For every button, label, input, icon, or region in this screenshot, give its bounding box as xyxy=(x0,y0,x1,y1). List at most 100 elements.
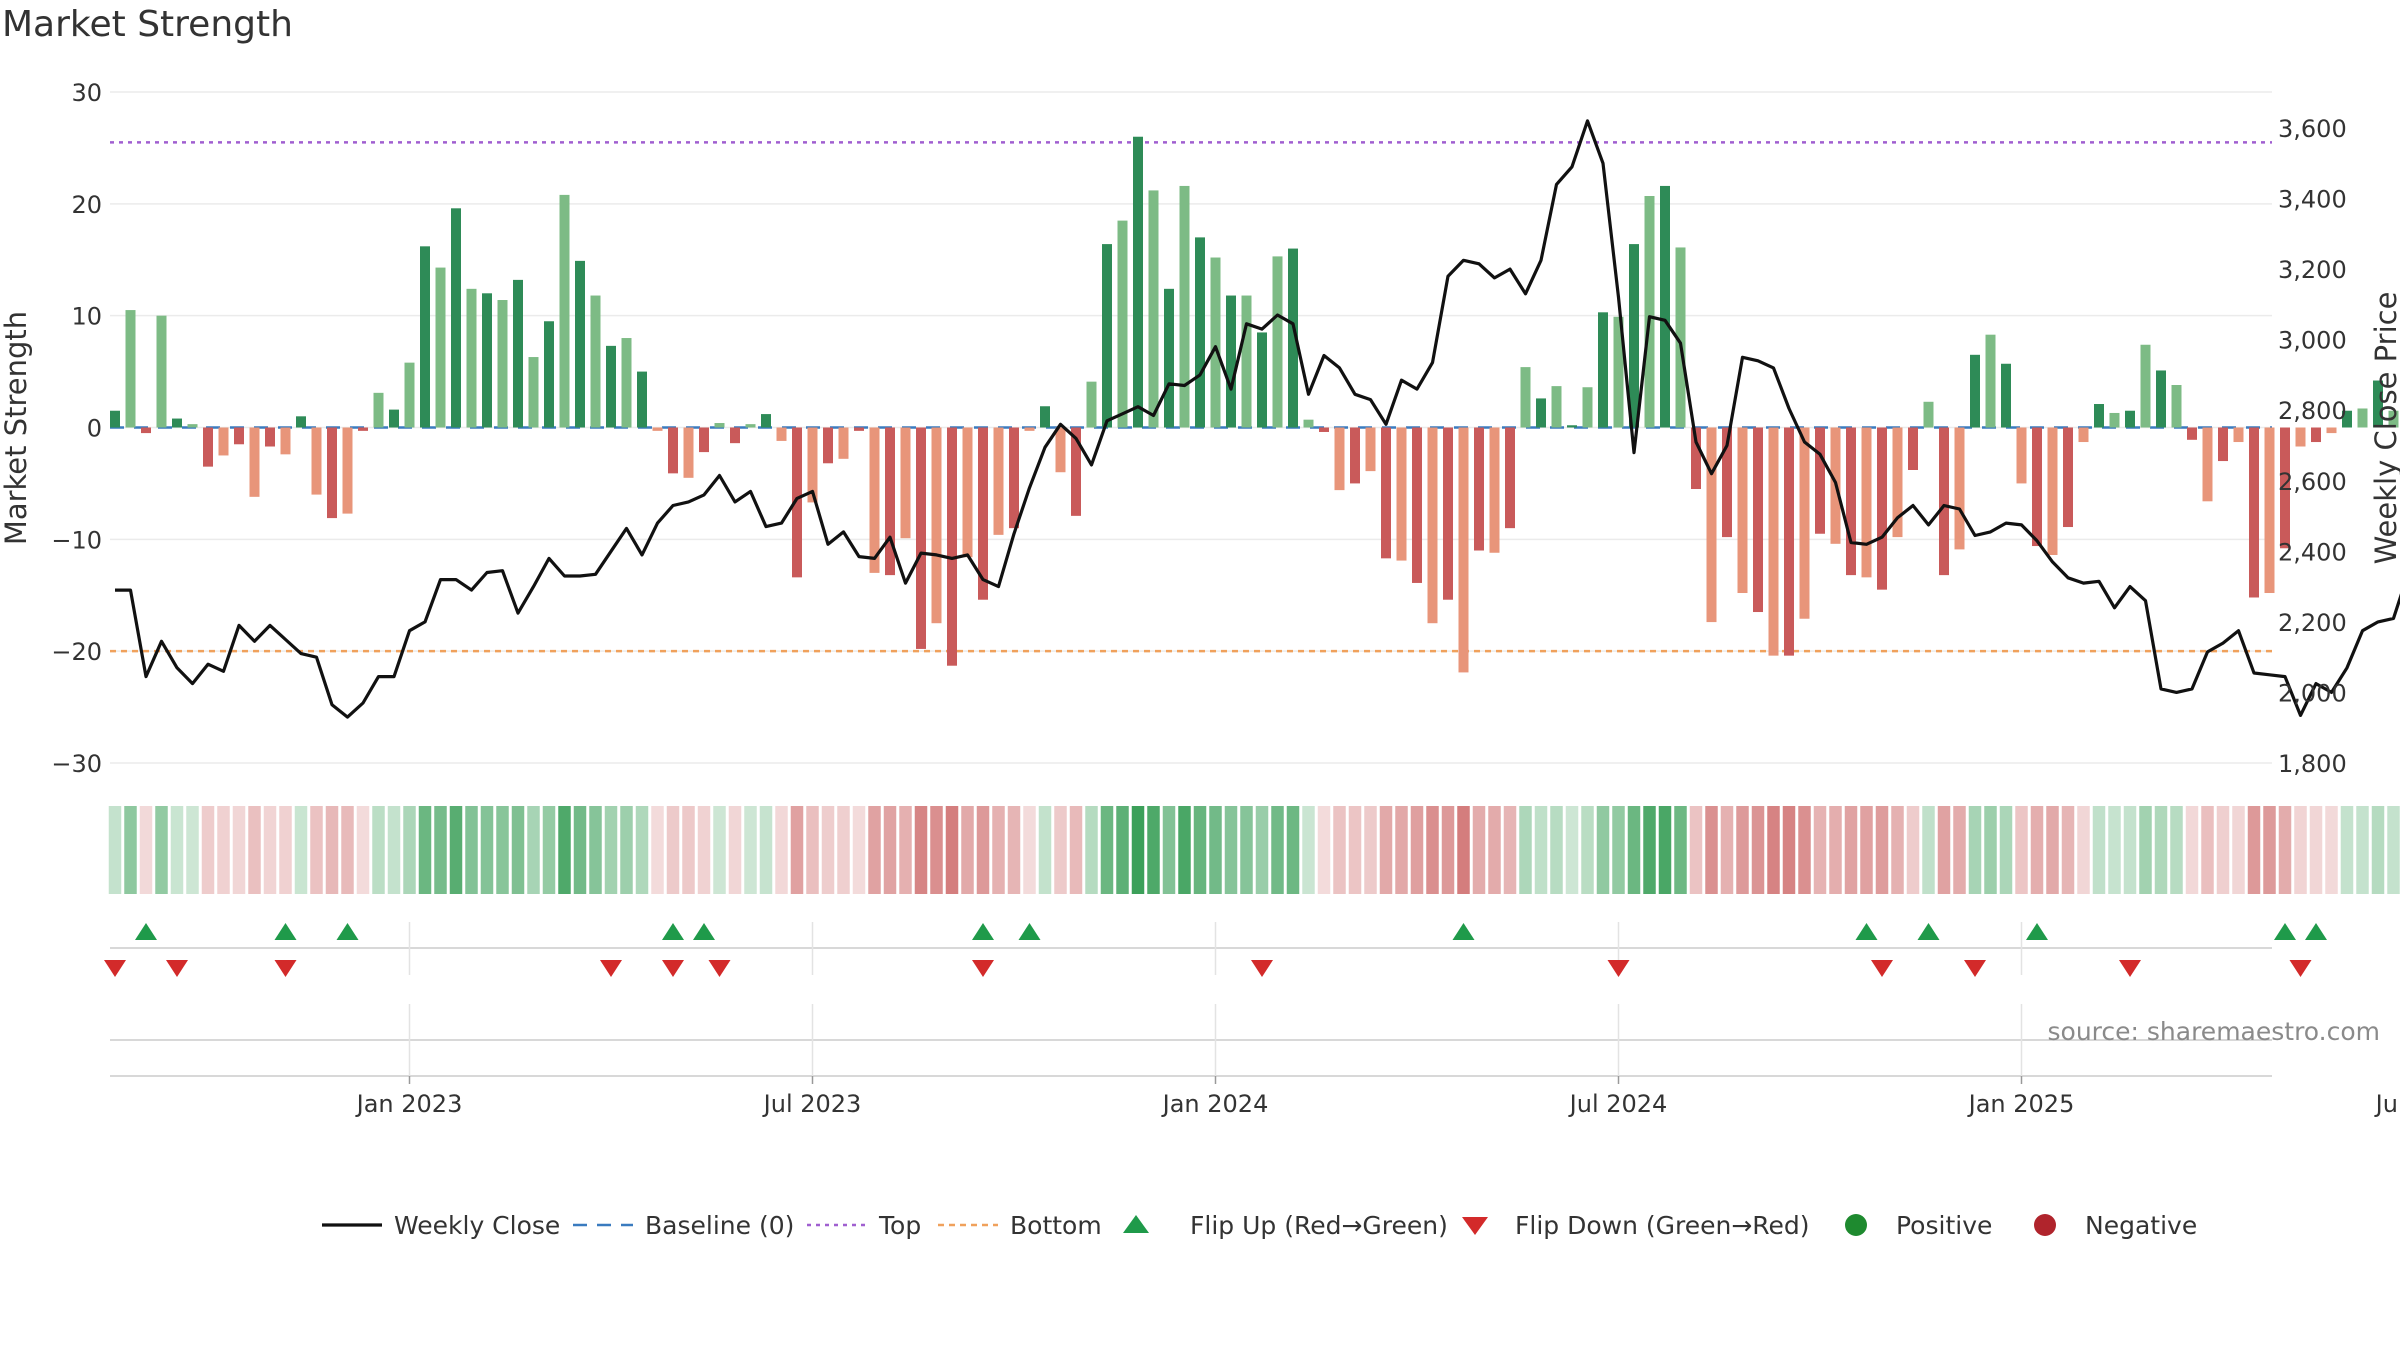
strength-bar xyxy=(389,409,399,428)
strength-bar xyxy=(745,424,756,428)
flip-up-marker xyxy=(1917,923,1940,940)
strength-bar xyxy=(110,410,120,428)
strength-bar xyxy=(854,427,864,431)
heat-cell xyxy=(1317,806,1331,894)
x-tick-label: Jul 2025 xyxy=(2374,1090,2400,1118)
heat-cell xyxy=(310,806,323,894)
heat-cell xyxy=(1720,806,1734,894)
legend-item-weekly_close[interactable]: Weekly Close xyxy=(322,1211,560,1240)
strength-bar xyxy=(1985,334,1996,428)
y-right-tick-label: 1,800 xyxy=(2278,750,2347,778)
legend-label: Top xyxy=(878,1211,921,1240)
strength-bar xyxy=(1195,237,1205,428)
heat-cell xyxy=(1767,806,1780,894)
strength-bar xyxy=(172,418,182,428)
flip-down-marker xyxy=(600,960,622,977)
legend-label: Positive xyxy=(1896,1211,1992,1240)
strength-bar xyxy=(900,427,911,539)
x-tick-label: Jul 2023 xyxy=(762,1090,862,1118)
heat-cell xyxy=(1131,806,1145,894)
strength-bar xyxy=(1365,427,1376,472)
heat-cell xyxy=(1937,806,1951,894)
heat-cell xyxy=(155,806,168,894)
strength-bar xyxy=(1288,248,1298,428)
heat-cell xyxy=(1829,806,1842,894)
heat-cell xyxy=(2092,806,2106,894)
strength-bar xyxy=(2218,427,2228,462)
strength-bar xyxy=(1040,406,1050,428)
legend-item-top[interactable]: Top xyxy=(807,1211,921,1240)
heat-cell xyxy=(666,806,680,894)
legend-item-positive[interactable]: Positive xyxy=(1845,1211,1992,1240)
heat-cell xyxy=(465,806,478,894)
strength-bar xyxy=(2326,427,2337,434)
strength-bar xyxy=(807,427,818,503)
heat-cell xyxy=(1333,806,1346,894)
heat-cell xyxy=(914,806,928,894)
strength-bar xyxy=(1691,427,1701,490)
heat-cell xyxy=(1798,806,1811,894)
flip-up-marker xyxy=(1018,923,1041,940)
heat-cell xyxy=(263,806,277,894)
heat-cell xyxy=(201,806,215,894)
strength-bar xyxy=(1567,425,1577,428)
heat-cell xyxy=(1286,806,1300,894)
strength-bar xyxy=(141,427,151,434)
heat-cell xyxy=(775,806,788,894)
flip-up-marker xyxy=(2274,923,2296,940)
strength-bar xyxy=(2373,380,2383,428)
strength-heat-strip xyxy=(108,806,2400,894)
strength-bar xyxy=(234,427,244,445)
flip-up-marker xyxy=(135,923,157,940)
strength-bar xyxy=(869,427,880,573)
flip-up-marker xyxy=(336,923,359,940)
legend-label: Negative xyxy=(2085,1211,2197,1240)
heat-cell xyxy=(759,806,773,894)
legend-item-flip_up[interactable]: Flip Up (Red→Green) xyxy=(1123,1211,1448,1240)
heat-cell xyxy=(1441,806,1455,894)
strength-bar xyxy=(2311,427,2321,443)
legend[interactable]: Weekly Close Baseline (0) Top Bottom Flip Up… xyxy=(322,1211,2197,1240)
heat-cell xyxy=(170,806,184,894)
heat-cell xyxy=(1348,806,1362,894)
strength-bar xyxy=(544,321,554,428)
strength-bar xyxy=(730,427,740,444)
heat-cell xyxy=(821,806,835,894)
strength-bar xyxy=(1970,354,1980,428)
heat-cell xyxy=(2046,806,2059,894)
heat-cell xyxy=(2170,806,2183,894)
heat-cell xyxy=(992,806,1005,894)
heat-cell xyxy=(2278,806,2292,894)
strength-bar xyxy=(156,315,167,428)
strength-bar xyxy=(1660,185,1670,428)
strength-bar xyxy=(1117,220,1128,428)
heat-cell xyxy=(1147,806,1160,894)
legend-label: Flip Down (Green→Red) xyxy=(1515,1211,1810,1240)
strength-bar xyxy=(1675,247,1686,428)
heat-cell xyxy=(713,806,726,894)
strength-bar xyxy=(2187,427,2197,440)
legend-negative-dot xyxy=(2034,1214,2056,1236)
heat-cell xyxy=(2123,806,2137,894)
strength-bar xyxy=(2140,344,2151,428)
heat-cell xyxy=(930,806,943,894)
legend-item-baseline[interactable]: Baseline (0) xyxy=(573,1211,794,1240)
legend-item-negative[interactable]: Negative xyxy=(2034,1211,2197,1240)
flip-markers-panel: Jan 2023 Jul 2023 Jan 2024 Jul 2024 Jan 2025… xyxy=(104,922,2400,1118)
heat-cell xyxy=(744,806,757,894)
legend-item-bottom[interactable]: Bottom xyxy=(938,1211,1102,1240)
heat-cell xyxy=(1689,806,1703,894)
strength-bar xyxy=(2264,427,2275,594)
strength-bar xyxy=(249,427,260,497)
heat-cell xyxy=(806,806,819,894)
strength-bar xyxy=(1055,427,1066,473)
strength-bar xyxy=(559,194,570,428)
heat-cell xyxy=(325,806,339,894)
legend-item-flip_down[interactable]: Flip Down (Green→Red) xyxy=(1462,1211,1810,1240)
y-right-tick-label: 2,400 xyxy=(2278,538,2347,566)
heat-cell xyxy=(1534,806,1548,894)
heat-cell xyxy=(356,806,370,894)
heat-cell xyxy=(1906,806,1920,894)
strength-bar xyxy=(358,427,368,431)
strength-bar xyxy=(1551,386,1562,428)
